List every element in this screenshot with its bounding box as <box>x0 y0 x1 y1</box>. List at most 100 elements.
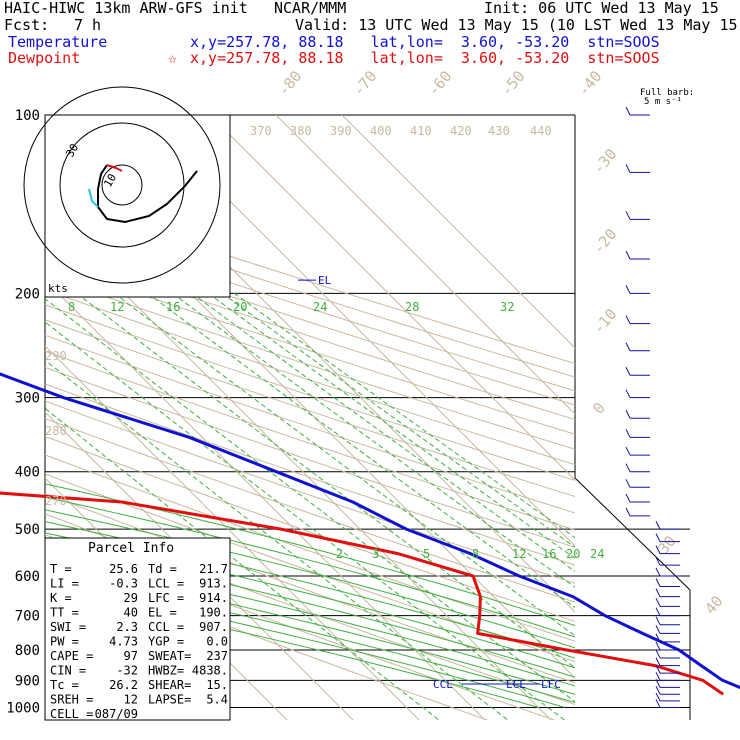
wind-barb-flag <box>655 578 661 587</box>
wind-barb-flag <box>625 446 631 456</box>
wind-barb-flag <box>655 672 661 681</box>
pressure-label-300: 300 <box>15 391 40 407</box>
mixing-ratio-label: 2 <box>336 547 343 561</box>
wind-barb-flag <box>655 607 661 616</box>
hodograph-ring-10 <box>101 164 143 206</box>
adiabat-label: 440 <box>530 124 552 138</box>
hodograph-trace <box>97 164 198 224</box>
wind-barb-flag <box>625 164 631 173</box>
dry-adiabat <box>45 304 575 481</box>
hodograph-ring-30 <box>59 122 185 248</box>
dry-adiabat <box>45 400 575 584</box>
wind-barb-flag <box>655 649 661 659</box>
mixing-ratio-label: 20 <box>566 547 580 561</box>
parcel-cell: SREH = <box>50 693 93 707</box>
mixing-ratio-line <box>45 321 565 720</box>
adiabat-label: 280 <box>45 424 67 438</box>
mixing-ratio-label: 16 <box>166 300 180 314</box>
wind-barb-flag <box>655 686 661 695</box>
el-marker: EL <box>318 274 332 287</box>
moist-adiabat <box>45 521 575 659</box>
mixing-ratio-label: 20 <box>233 300 247 314</box>
dry-adiabat <box>45 435 575 622</box>
wind-barb-flag <box>655 657 661 666</box>
dry-adiabat <box>45 194 575 365</box>
parcel-cell: 12 <box>124 693 138 707</box>
adiabat-label: 410 <box>410 124 432 138</box>
dewpoint-legend: Dewpoint <box>8 49 81 67</box>
parcel-cell: LFC = <box>148 591 184 605</box>
profiles: EL CCL LCL LFC <box>0 274 740 696</box>
parcel-rows: T = 25.6 Td = 21.7 LI = -0.3 LCL = 913. K = 29 LFC… <box>50 562 228 721</box>
isotherm <box>45 411 354 720</box>
dry-adiabat <box>45 207 575 378</box>
parcel-cell: Tc = <box>50 678 79 692</box>
dry-adiabat <box>45 246 575 421</box>
wind-barb-flag <box>655 633 661 643</box>
parcel-cell: 15. <box>206 678 228 692</box>
moist-adiabat <box>45 581 565 708</box>
wind-barb-flag <box>625 463 631 472</box>
dry-adiabat <box>45 473 575 663</box>
parcel-cell: -0.3 <box>109 577 138 591</box>
pressure-label-900: 900 <box>15 673 40 689</box>
wind-barb-flag <box>655 588 661 597</box>
mixing-ratio-label: 12 <box>512 547 526 561</box>
wind-barb-flag <box>625 429 631 438</box>
adiabat-label: 420 <box>450 124 472 138</box>
parcel-cell: 190. <box>199 606 228 620</box>
parcel-cell: 5.4 <box>206 693 228 707</box>
isotherm <box>45 345 420 720</box>
parcel-cell: SWI = <box>50 620 86 634</box>
adiabat-label: 380 <box>290 124 312 138</box>
hodograph-units: kts <box>48 282 68 295</box>
wind-barb-flag <box>625 367 631 376</box>
wind-barb-flag <box>625 285 631 294</box>
parcel-cell: T = <box>50 562 72 576</box>
mixing-ratio-label: 3 <box>372 547 379 561</box>
isotherm <box>209 115 575 481</box>
parcel-cell: 97 <box>124 649 138 663</box>
parcel-cell: -32 <box>116 664 138 678</box>
isotherm-label: 0 <box>589 399 609 417</box>
dewpoint-info: x,y=257.78, 88.18 lat,lon= 3.60, -53.20 … <box>190 49 660 67</box>
wind-barb-flag <box>655 664 661 674</box>
wind-barb-flag <box>625 507 631 517</box>
pressure-label-700: 700 <box>15 609 40 625</box>
adiabat-label: 290 <box>45 349 67 363</box>
parcel-cell: 907. <box>199 620 228 634</box>
isotherm <box>143 115 575 547</box>
dry-adiabat <box>45 233 575 406</box>
org-label: NCAR/MMM <box>274 0 347 17</box>
temperature-legend: Temperature <box>8 33 108 51</box>
dry-adiabat <box>45 220 575 392</box>
parcel-cell: PW = <box>50 635 79 649</box>
parcel-cell: 29 <box>124 591 138 605</box>
ccl-marker: CCL <box>433 678 453 691</box>
mixing-ratio-label: 24 <box>313 300 327 314</box>
parcel-info-box <box>44 537 231 721</box>
mixing-ratio-line <box>45 407 440 720</box>
wind-barb-flag <box>655 679 661 688</box>
moist-adiabat <box>45 483 575 627</box>
parcel-cell: TT = <box>50 606 79 620</box>
parcel-cell: LAPSE= <box>148 693 191 707</box>
isotherm <box>341 115 575 349</box>
lcl-marker: LCL <box>506 678 526 691</box>
barb-legend-line1: Full barb: <box>640 88 694 98</box>
profile-dewpoint <box>0 491 725 696</box>
parcel-info-title: Parcel Info <box>88 541 174 556</box>
mixing-ratio-label: 8 <box>68 300 75 314</box>
parcel-cell: CELL = <box>50 707 93 721</box>
hodograph-trace-low <box>88 188 99 208</box>
mixing-ratio-line <box>76 292 575 669</box>
isotherm-label: -30 <box>589 145 620 177</box>
pressure-label-200: 200 <box>15 286 40 302</box>
valid-time: Valid: 13 UTC Wed 13 May 15 (10 LST Wed … <box>295 16 740 34</box>
model-title: HAIC-HIWC 13km ARW-GFS init <box>4 0 248 17</box>
isotherm-label: -80 <box>274 67 305 99</box>
wind-barb-flag <box>655 567 661 577</box>
hodograph-ring-label: 30 <box>63 142 81 160</box>
dry-adiabat <box>45 274 575 450</box>
